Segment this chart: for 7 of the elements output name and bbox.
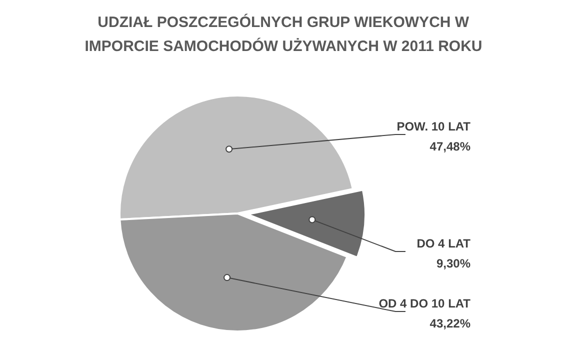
data-label: 9,30% xyxy=(436,256,471,270)
data-label: 47,48% xyxy=(430,140,471,154)
slice-label: POW. 10 LAT xyxy=(396,120,472,134)
slice-label: OD 4 DO 10 LAT xyxy=(378,296,472,310)
data-label: 43,22% xyxy=(430,316,471,330)
chart-title: UDZIAŁ POSZCZEGÓLNYCH GRUP WIEKOWYCH W IMPORCIE SAMOCHODÓW UŻYWANYCH W 2011 ROKU xyxy=(84,13,482,55)
slice-label: DO 4 LAT xyxy=(416,236,472,250)
